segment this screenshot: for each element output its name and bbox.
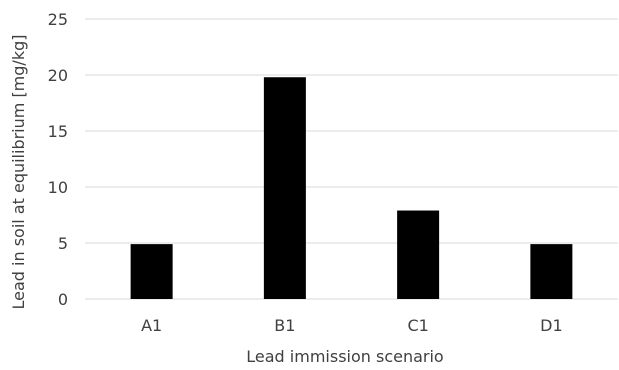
bar-d1 xyxy=(530,244,573,299)
y-tick-label-15: 15 xyxy=(48,122,68,141)
y-axis-ticks: 0 5 10 15 20 25 xyxy=(48,10,68,309)
y-tick-label-10: 10 xyxy=(48,178,68,197)
y-axis-title: Lead in soil at equilibrium [mg/kg] xyxy=(9,35,28,310)
x-tick-label-a1: A1 xyxy=(141,316,162,335)
bar-b1 xyxy=(263,77,306,300)
y-tick-label-5: 5 xyxy=(58,234,68,253)
y-tick-label-25: 25 xyxy=(48,10,68,29)
x-tick-label-d1: D1 xyxy=(540,316,563,335)
bar-a1 xyxy=(130,244,173,299)
x-tick-label-c1: C1 xyxy=(407,316,428,335)
bar-c1 xyxy=(397,210,440,299)
x-tick-label-b1: B1 xyxy=(274,316,295,335)
y-tick-label-0: 0 xyxy=(58,290,68,309)
x-axis-ticks: A1 B1 C1 D1 xyxy=(141,316,563,335)
gridlines xyxy=(85,18,618,300)
x-axis-title: Lead immission scenario xyxy=(246,347,443,366)
bars xyxy=(130,77,573,300)
y-tick-label-20: 20 xyxy=(48,66,68,85)
